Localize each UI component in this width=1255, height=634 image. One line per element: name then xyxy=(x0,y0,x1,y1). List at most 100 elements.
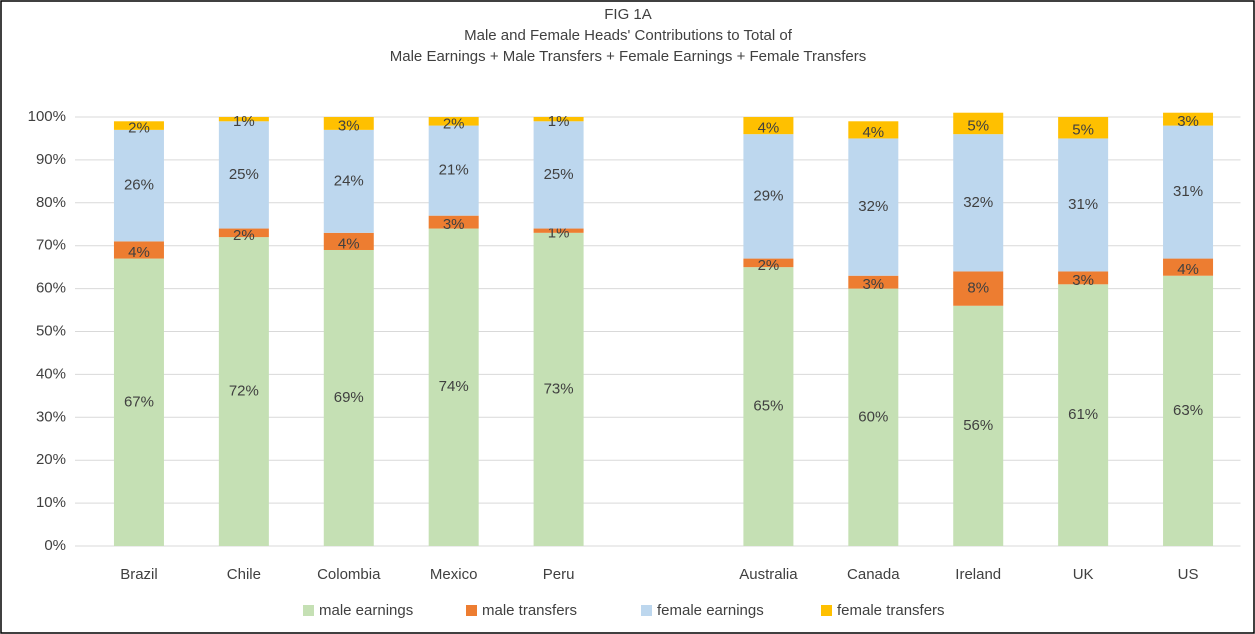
data-label: 65% xyxy=(753,398,783,415)
x-tick-label: Canada xyxy=(847,566,900,583)
data-label: 4% xyxy=(338,235,360,252)
data-label: 4% xyxy=(128,244,150,261)
data-label: 25% xyxy=(544,166,574,183)
bar-segment xyxy=(953,134,1004,272)
data-label: 8% xyxy=(967,280,989,297)
data-label: 31% xyxy=(1173,183,1203,200)
legend-swatch xyxy=(466,605,477,616)
bar-segment xyxy=(428,215,479,229)
bar-segment xyxy=(323,129,374,233)
y-tick-label: 0% xyxy=(44,537,66,554)
data-label: 4% xyxy=(1177,261,1199,278)
bar-segment xyxy=(533,117,584,122)
bar-segment xyxy=(323,232,374,250)
data-label: 29% xyxy=(753,187,783,204)
chart-title: Male and Female Heads' Contributions to … xyxy=(464,27,793,44)
y-tick-label: 70% xyxy=(36,237,66,254)
data-label: 4% xyxy=(862,124,884,141)
y-tick-label: 100% xyxy=(28,108,66,125)
data-label: 21% xyxy=(439,162,469,179)
bar-segment xyxy=(1058,271,1109,285)
legend-swatch xyxy=(641,605,652,616)
data-label: 1% xyxy=(548,225,570,242)
data-label: 2% xyxy=(128,120,150,137)
data-label: 31% xyxy=(1068,196,1098,213)
data-label: 1% xyxy=(548,113,570,130)
data-label: 3% xyxy=(338,117,360,134)
x-tick-label: Peru xyxy=(543,566,575,583)
bar-segment xyxy=(533,232,584,546)
chart-title: FIG 1A xyxy=(604,6,652,23)
bar-segment xyxy=(953,271,1004,306)
legend-label: female transfers xyxy=(837,602,945,619)
chart-title: Male Earnings + Male Transfers + Female … xyxy=(390,48,866,65)
data-label: 2% xyxy=(758,257,780,274)
bar-segment xyxy=(953,112,1004,135)
data-label: 5% xyxy=(1072,122,1094,139)
legend-label: female earnings xyxy=(657,602,764,619)
data-label: 3% xyxy=(1072,272,1094,289)
y-tick-label: 90% xyxy=(36,151,66,168)
bar-segment xyxy=(533,228,584,233)
y-tick-label: 10% xyxy=(36,494,66,511)
legend-label: male earnings xyxy=(319,602,413,619)
data-label: 32% xyxy=(858,198,888,215)
bar-segment xyxy=(1163,258,1214,276)
data-label: 25% xyxy=(229,166,259,183)
bar-segment xyxy=(323,249,374,547)
bar-segment xyxy=(113,241,164,259)
bar-segment xyxy=(743,134,794,259)
x-tick-label: Colombia xyxy=(317,566,381,583)
data-label: 60% xyxy=(858,408,888,425)
legend-label: male transfers xyxy=(482,602,577,619)
bar-segment xyxy=(1058,117,1109,139)
bar-segment xyxy=(743,267,794,546)
data-label: 2% xyxy=(233,227,255,244)
x-tick-label: Ireland xyxy=(955,566,1001,583)
bar-segment xyxy=(743,258,794,268)
bar-segment xyxy=(113,129,164,242)
bar-segment xyxy=(428,125,479,216)
x-tick-label: US xyxy=(1178,566,1199,583)
bar-segment xyxy=(113,258,164,546)
bar-segment xyxy=(848,288,899,546)
y-tick-label: 80% xyxy=(36,194,66,211)
data-label: 73% xyxy=(544,380,574,397)
data-label: 24% xyxy=(334,172,364,189)
bar-segment xyxy=(1163,112,1214,126)
bar-segment xyxy=(848,121,899,139)
bar-segment xyxy=(218,237,269,546)
x-tick-label: Chile xyxy=(227,566,261,583)
data-label: 56% xyxy=(963,417,993,434)
y-tick-label: 60% xyxy=(36,280,66,297)
data-label: 74% xyxy=(439,378,469,395)
bar-segment xyxy=(218,121,269,229)
data-label: 3% xyxy=(1177,113,1199,130)
y-tick-label: 30% xyxy=(36,408,66,425)
x-tick-label: Brazil xyxy=(120,566,158,583)
bar-segment xyxy=(1058,138,1109,272)
data-label: 1% xyxy=(233,113,255,130)
bar-segment xyxy=(533,121,584,229)
data-label: 67% xyxy=(124,393,154,410)
x-tick-label: Mexico xyxy=(430,566,478,583)
data-label: 5% xyxy=(967,117,989,134)
y-tick-label: 50% xyxy=(36,322,66,339)
legend-swatch xyxy=(821,605,832,616)
y-tick-label: 20% xyxy=(36,451,66,468)
bar-segment xyxy=(428,228,479,547)
x-tick-label: UK xyxy=(1073,566,1094,583)
data-label: 63% xyxy=(1173,402,1203,419)
data-label: 61% xyxy=(1068,406,1098,423)
bar-segment xyxy=(953,305,1004,546)
bar-segment xyxy=(1163,125,1214,259)
data-label: 2% xyxy=(443,115,465,132)
bar-segment xyxy=(1163,275,1214,546)
data-label: 4% xyxy=(758,120,780,137)
bar-segment xyxy=(743,117,794,135)
data-label: 3% xyxy=(443,216,465,233)
data-label: 72% xyxy=(229,383,259,400)
bar-segment xyxy=(428,117,479,126)
legend-swatch xyxy=(303,605,314,616)
